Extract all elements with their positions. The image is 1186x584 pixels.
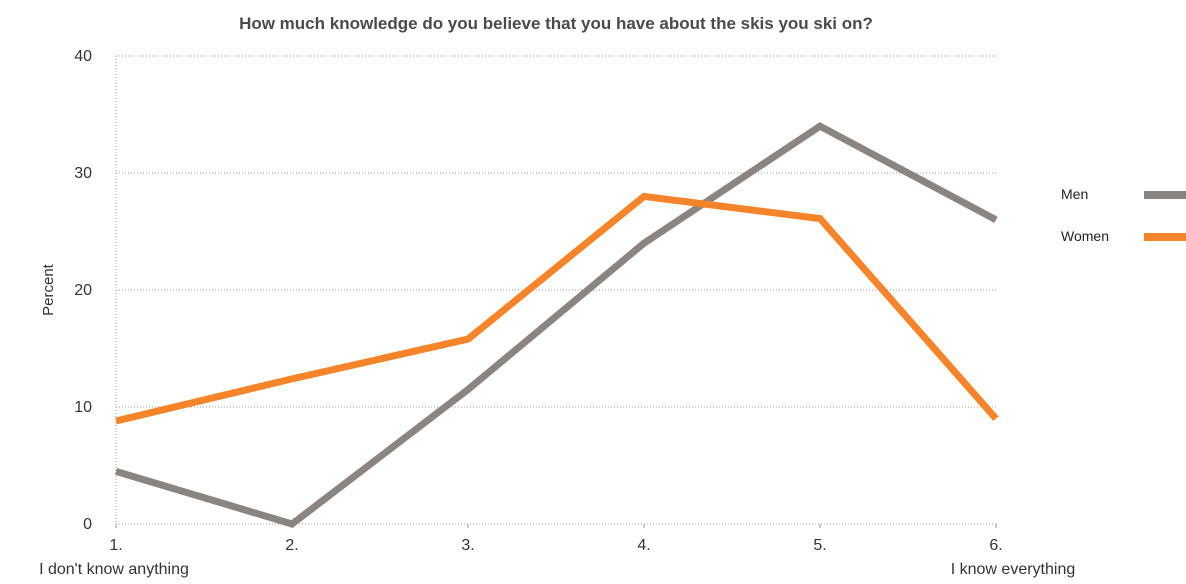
x-axis-end-label-right: I know everything <box>951 561 1076 578</box>
y-tick-label: 0 <box>83 516 92 533</box>
x-tick-labels: 1. 2. 3. 4. 5. 6. <box>109 524 1003 554</box>
series-line-men <box>114 122 998 528</box>
gridlines <box>115 55 996 525</box>
y-axis-label: Percent <box>40 263 57 316</box>
legend: Men Women <box>1061 186 1186 244</box>
x-tick-label: 4. <box>637 537 650 554</box>
series-lines <box>114 122 999 528</box>
y-tick-label: 30 <box>74 165 92 182</box>
legend-label-men: Men <box>1061 186 1088 202</box>
x-tick-label: 5. <box>813 537 826 554</box>
x-tick-label: 6. <box>989 537 1002 554</box>
legend-label-women: Women <box>1061 228 1109 244</box>
chart-title: How much knowledge do you believe that y… <box>239 14 873 33</box>
x-tick-label: 3. <box>461 537 474 554</box>
y-tick-label: 10 <box>74 399 92 416</box>
x-tick-label: 2. <box>285 537 298 554</box>
series-line-women <box>115 192 999 425</box>
x-tick-label: 1. <box>109 537 122 554</box>
legend-swatch-women <box>1144 233 1186 241</box>
y-tick-label: 20 <box>74 282 92 299</box>
legend-swatch-men <box>1144 191 1186 199</box>
y-tick-label: 40 <box>74 48 92 65</box>
x-axis-end-label-left: I don't know anything <box>39 561 189 578</box>
y-tick-labels: 0 10 20 30 40 <box>74 48 92 533</box>
